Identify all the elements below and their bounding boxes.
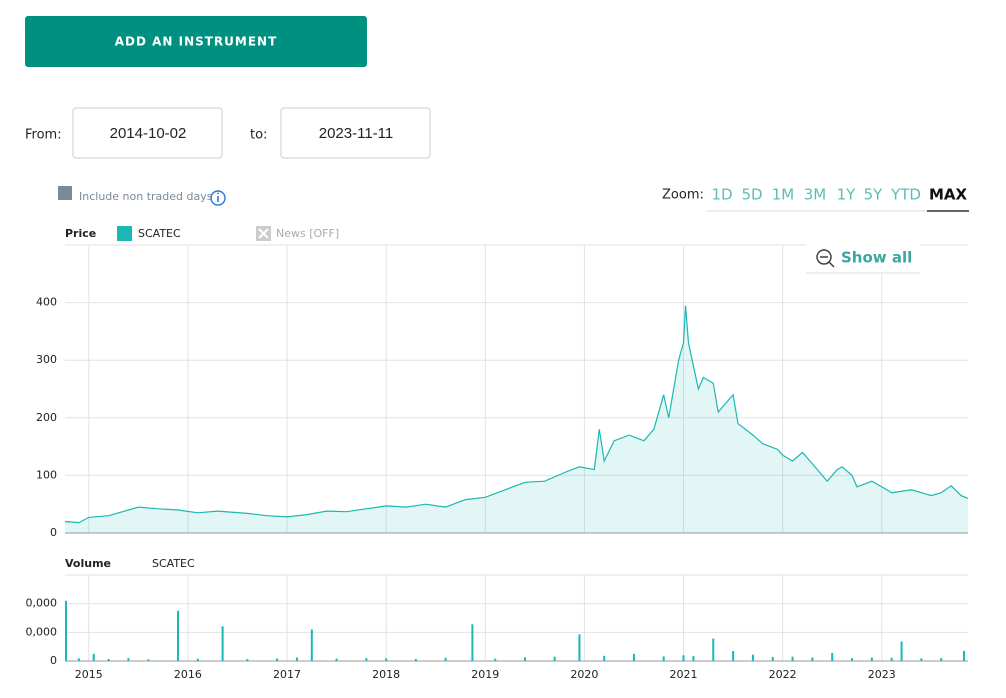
volume-bar xyxy=(276,658,279,661)
volume-bar xyxy=(890,657,893,661)
to-date[interactable]: 2023-11-11 xyxy=(319,125,394,142)
volume-bar xyxy=(831,652,834,661)
x-tick-label: 2016 xyxy=(174,668,202,681)
volume-bar xyxy=(147,659,150,661)
x-tick-label: 2020 xyxy=(570,668,598,681)
y-tick-label: 200 xyxy=(36,411,57,424)
price-line xyxy=(64,305,969,524)
volume-bar xyxy=(77,658,80,661)
volume-bar xyxy=(385,658,388,661)
y-tick-label: 0 xyxy=(50,526,57,539)
area-fill xyxy=(65,305,968,533)
zoom-option[interactable]: 5Y xyxy=(864,186,884,204)
volume-bar xyxy=(712,638,715,661)
volume-legend-label: SCATEC xyxy=(152,557,195,570)
x-tick-label: 2021 xyxy=(670,668,698,681)
non-traded-checkbox[interactable] xyxy=(58,186,72,200)
zoom-out-icon xyxy=(816,249,832,265)
volume-bar xyxy=(851,658,854,661)
volume-bar xyxy=(771,656,774,661)
volume-bar xyxy=(603,655,606,661)
volume-bar xyxy=(578,634,581,661)
info-icon-dot xyxy=(217,192,219,195)
volume-bar xyxy=(365,658,368,661)
volume-bar xyxy=(900,641,903,661)
volume-bar xyxy=(692,656,695,661)
volume-bar xyxy=(221,626,224,661)
volume-bar xyxy=(920,658,923,661)
x-tick-label: 2023 xyxy=(868,668,896,681)
legend-swatch[interactable] xyxy=(117,226,132,241)
zoom-option[interactable]: 1Y xyxy=(837,186,857,204)
zoom-out-icon-lines xyxy=(820,256,835,268)
news-toggle[interactable]: News [OFF] xyxy=(276,227,339,240)
y-tick-label: 300 xyxy=(36,353,57,366)
x-tick-label: 2015 xyxy=(75,668,103,681)
volume-bar xyxy=(870,657,873,661)
volume-bar xyxy=(751,654,754,661)
price-title: Price xyxy=(65,227,96,240)
volume-bar xyxy=(523,657,526,661)
x-tick-label: 2018 xyxy=(372,668,400,681)
volume-bar xyxy=(494,658,497,661)
volume-bar xyxy=(127,658,130,661)
show-all-label[interactable]: Show all xyxy=(841,249,912,267)
volume-bar xyxy=(196,658,199,661)
volume-bar xyxy=(414,658,417,661)
info-icon[interactable] xyxy=(210,190,226,206)
volume-title: Volume xyxy=(65,557,111,570)
volume-bar xyxy=(310,629,313,661)
volume-bar xyxy=(940,658,943,661)
volume-bar xyxy=(246,658,249,661)
x-tick-label: 2017 xyxy=(273,668,301,681)
from-input[interactable] xyxy=(72,107,223,159)
to-label: to: xyxy=(250,128,267,143)
show-all-button[interactable] xyxy=(806,244,920,273)
volume-bar xyxy=(811,657,814,661)
zoom-option[interactable]: 5D xyxy=(741,186,762,204)
volume-bar xyxy=(64,600,67,661)
volume-bar xyxy=(732,650,735,661)
volume-bar xyxy=(444,657,447,661)
from-date[interactable]: 2014-10-02 xyxy=(110,125,187,142)
y-tick-label: 100 xyxy=(36,468,57,481)
volume-bar xyxy=(682,655,685,661)
news-icon-x xyxy=(258,228,269,239)
x-tick-label: 2022 xyxy=(769,668,797,681)
volume-bar xyxy=(553,656,556,661)
to-input[interactable] xyxy=(280,107,431,159)
zoom-option[interactable]: 3M xyxy=(804,186,827,204)
zoom-label: Zoom: xyxy=(662,188,704,203)
non-traded-label[interactable]: Include non traded days xyxy=(79,190,213,203)
volume-bar xyxy=(791,656,794,661)
y-tick-label: 0,000 xyxy=(26,625,58,638)
legend-label[interactable]: SCATEC xyxy=(138,227,181,240)
add-button-label[interactable]: ADD AN INSTRUMENT xyxy=(115,35,278,49)
volume-bar xyxy=(92,653,95,661)
zoom-option[interactable]: 1D xyxy=(711,186,732,204)
volume-bar xyxy=(295,657,298,661)
zoom-option[interactable]: MAX xyxy=(929,186,968,204)
add-button[interactable] xyxy=(25,16,367,67)
volume-bar xyxy=(963,650,966,661)
zoom-option[interactable]: YTD xyxy=(890,186,921,204)
volume-bar xyxy=(632,653,635,661)
y-tick-label: 400 xyxy=(36,296,57,309)
volume-bar xyxy=(107,658,110,661)
y-tick-label: 0 xyxy=(50,654,57,667)
zoom-option[interactable]: 1M xyxy=(772,186,795,204)
x-tick-label: 2019 xyxy=(471,668,499,681)
volume-bar xyxy=(335,658,338,661)
volume-bar xyxy=(662,656,665,661)
volume-bar xyxy=(471,624,474,661)
y-tick-label: 0,000 xyxy=(26,597,58,610)
volume-bar xyxy=(176,610,179,661)
from-label: From: xyxy=(25,128,62,143)
